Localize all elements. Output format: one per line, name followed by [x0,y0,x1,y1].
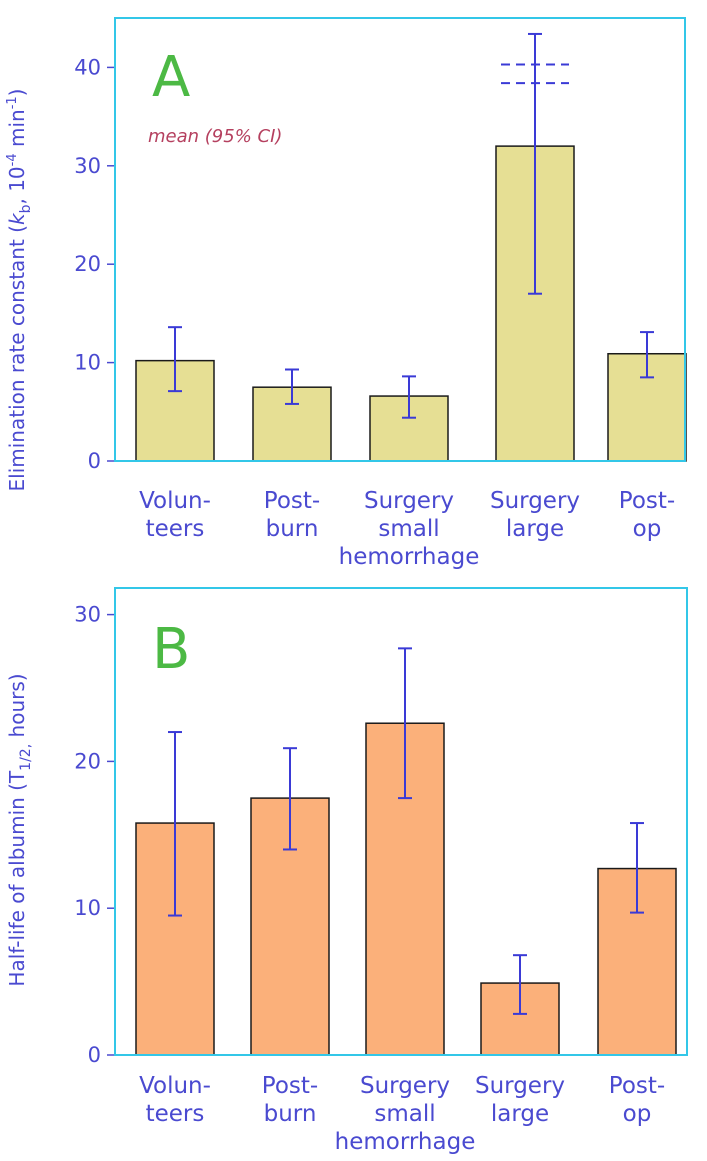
panel-b-y-tick-label: 0 [88,1043,101,1067]
panel-a-category-label-line: Surgery [490,488,580,514]
panel-a-category-label: Post-burn [264,488,320,542]
panel-b-category-label-line: hemorrhage [335,1129,476,1155]
panel-a-category-label-line: large [506,516,564,542]
panel-a-y-tick-label: 0 [88,449,101,473]
panel-b-y-axis-title-sub: 1/2, [18,744,34,771]
panel-b-category-label: Surgery small hemorrhage [335,1073,476,1155]
panel-a-category-label-line: Post- [264,488,320,514]
panel-a-y-axis-title-exp2: -1 [5,96,20,109]
panel-a-y-tick-label: 10 [74,351,101,375]
panel-b-category-label-line: Surgery [360,1073,450,1099]
panel-b-category-label-line: Volun- [139,1073,211,1099]
panel-b-category-label-line: large [491,1101,549,1127]
panel-b-category-label-line: small [374,1101,435,1127]
panel-a-category-label-line: hemorrhage [339,544,480,570]
panel-b-letter: B [152,617,190,682]
panel-a: Elimination rate constant (kb, 10-4 min-… [5,17,687,570]
panel-b-category-label-line: burn [264,1101,317,1127]
panel-b: Half-life of albumin (T1/2, hours) 0 10 20… [5,587,688,1155]
panel-b-category-label: Surgery large [475,1073,565,1127]
panel-a-y-tick-label: 20 [74,252,101,276]
panel-a-y-tick-label: 40 [74,55,101,79]
panel-b-y-axis-title: Half-life of albumin (T1/2, hours) [5,673,34,986]
panel-b-y-axis-title-suffix: hours) [5,673,29,743]
panel-a-y-axis-title-k-sub: b [18,204,34,213]
panel-a-letter: A [152,45,190,110]
panel-a-y-axis-title: Elimination rate constant (kb, 10-4 min-… [5,89,34,492]
panel-a-y-axis-title-k: k [5,212,29,225]
panel-a-y-axis-title-close: ) [5,89,29,97]
panel-a-category-label-line: op [633,516,662,542]
panel-b-category-label-line: op [623,1101,652,1127]
panel-b-category-label-line: Post- [609,1073,665,1099]
panel-a-category-label-line: Volun- [139,488,211,514]
panel-a-frame [114,17,686,462]
panel-b-y-tick-label: 20 [74,749,101,773]
panel-b-category-label: Post-burn [262,1073,318,1127]
panel-a-y-axis-title-unit: min [5,109,29,153]
panel-b-y-axis-title-prefix: Half-life of albumin (T [5,770,29,987]
panel-a-y-axis-title-prefix: Elimination rate constant ( [5,225,29,491]
panel-a-category-label-line: small [378,516,439,542]
panel-b-category-label: Volun-teers [139,1073,211,1127]
panel-a-y-tick-label: 30 [74,154,101,178]
panel-b-category-label: Post-op [609,1073,665,1127]
panel-a-annotation: mean (95% CI) [148,126,282,147]
panel-a-y-axis-title-mid: , 10 [5,166,29,204]
panel-a-category-label-line: Post- [619,488,675,514]
panel-a-category-label-line: Surgery [364,488,454,514]
panel-a-category-label-line: teers [146,516,205,542]
panel-a-category-label-line: burn [266,516,319,542]
panel-a-category-label: Surgery small hemorrhage [339,488,480,570]
panel-b-category-label-line: Surgery [475,1073,565,1099]
panel-b-frame [114,587,688,1056]
panel-a-category-label: Surgery large [490,488,580,542]
panel-a-y-axis-title-exp1: -4 [5,153,20,166]
panel-b-y-tick-label: 10 [74,896,101,920]
panel-b-category-label-line: Post- [262,1073,318,1099]
panel-b-category-label-line: teers [146,1101,205,1127]
panel-a-category-label: Volun-teers [139,488,211,542]
panel-b-y-tick-label: 30 [74,603,101,627]
panel-a-category-label: Post-op [619,488,675,542]
